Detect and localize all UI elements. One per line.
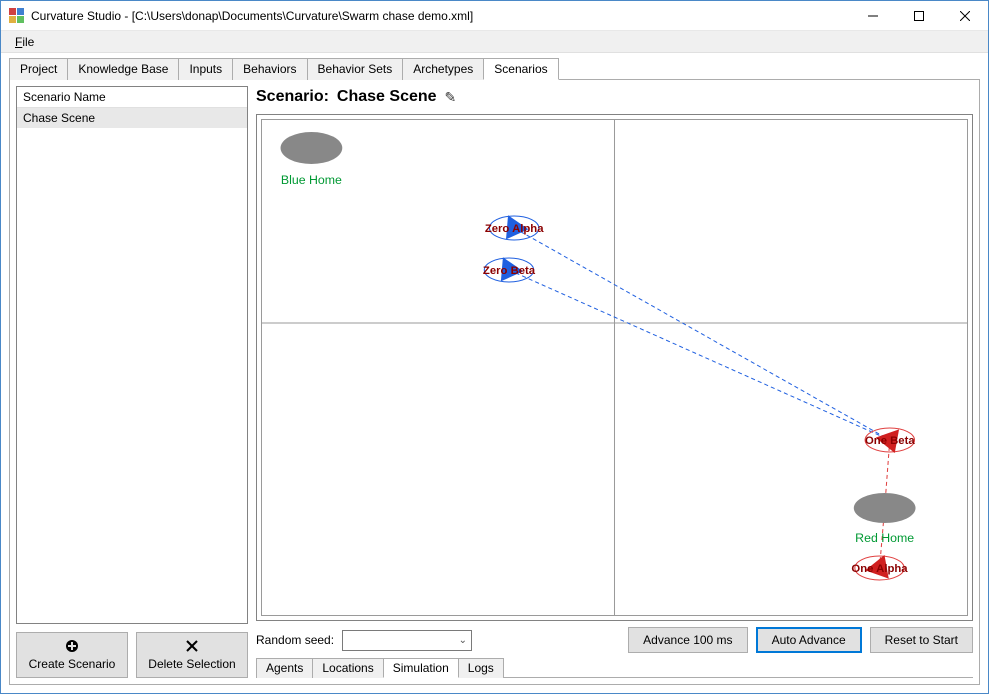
tab-archetypes[interactable]: Archetypes — [402, 58, 484, 80]
sub-tab-logs[interactable]: Logs — [458, 658, 504, 678]
random-seed-label: Random seed: — [256, 633, 334, 647]
agent-label: Zero Alpha — [485, 223, 544, 235]
location-blue-home[interactable] — [281, 132, 343, 164]
list-item[interactable]: Chase Scene — [17, 108, 247, 128]
plus-icon — [65, 639, 79, 656]
app-window: Curvature Studio - [C:\Users\donap\Docum… — [0, 0, 989, 694]
titlebar: Curvature Studio - [C:\Users\donap\Docum… — [1, 1, 988, 31]
reset-button[interactable]: Reset to Start — [870, 627, 973, 653]
edit-icon[interactable]: ✎ — [445, 89, 457, 106]
location-red-home[interactable] — [854, 493, 916, 523]
main-tabs: ProjectKnowledge BaseInputsBehaviorsBeha… — [9, 57, 980, 80]
tab-body: Scenario Name Chase Scene Create Scenari… — [9, 80, 980, 685]
sub-tab-agents[interactable]: Agents — [256, 658, 313, 678]
left-pane: Scenario Name Chase Scene Create Scenari… — [16, 86, 248, 678]
scenario-label: Scenario: — [256, 88, 329, 106]
maximize-button[interactable] — [896, 1, 942, 30]
chevron-down-icon: ⌄ — [459, 635, 467, 646]
tab-behaviors[interactable]: Behaviors — [232, 58, 307, 80]
scenario-title-row: Scenario: Chase Scene ✎ — [256, 86, 973, 114]
create-scenario-label: Create Scenario — [29, 657, 116, 671]
close-button[interactable] — [942, 1, 988, 30]
tab-knowledge-base[interactable]: Knowledge Base — [67, 58, 179, 80]
agent-label: One Beta — [865, 435, 915, 447]
tab-behavior-sets[interactable]: Behavior Sets — [307, 58, 404, 80]
tab-inputs[interactable]: Inputs — [178, 58, 233, 80]
agent-zero-alpha[interactable]: Zero Alpha — [485, 210, 544, 240]
delete-selection-label: Delete Selection — [148, 657, 235, 671]
scenario-list: Scenario Name Chase Scene — [16, 86, 248, 624]
location-label: Red Home — [855, 531, 914, 545]
delete-selection-button[interactable]: Delete Selection — [136, 632, 248, 678]
sub-tab-locations[interactable]: Locations — [312, 658, 383, 678]
window-title: Curvature Studio - [C:\Users\donap\Docum… — [31, 9, 850, 23]
agent-zero-beta[interactable]: Zero Beta — [483, 252, 536, 282]
window-controls — [850, 1, 988, 30]
right-pane: Scenario: Chase Scene ✎ Blue Home Red Hom… — [256, 86, 973, 678]
sidebar-buttons: Create Scenario Delete Selection — [16, 632, 248, 678]
agent-one-alpha[interactable]: One Alpha — [851, 555, 908, 582]
scenario-list-header: Scenario Name — [17, 87, 247, 108]
content-area: ProjectKnowledge BaseInputsBehaviorsBeha… — [1, 53, 988, 693]
app-icon — [9, 8, 25, 24]
random-seed-select[interactable]: ⌄ — [342, 630, 472, 651]
x-icon — [185, 639, 199, 656]
menubar: File — [1, 31, 988, 53]
sub-tabs: AgentsLocationsSimulationLogs — [256, 657, 973, 678]
menu-file[interactable]: File — [7, 33, 42, 51]
advance-label: Advance 100 ms — [643, 633, 732, 647]
advance-button[interactable]: Advance 100 ms — [628, 627, 747, 653]
minimize-button[interactable] — [850, 1, 896, 30]
viewport-frame: Blue Home Red Home Zero Alpha Zero Beta One … — [256, 114, 973, 621]
sub-tab-simulation[interactable]: Simulation — [383, 658, 459, 678]
tab-project[interactable]: Project — [9, 58, 68, 80]
simulation-viewport[interactable]: Blue Home Red Home Zero Alpha Zero Beta One … — [261, 119, 968, 616]
auto-advance-label: Auto Advance — [772, 633, 846, 647]
auto-advance-button[interactable]: Auto Advance — [756, 627, 862, 653]
bottom-controls: Random seed: ⌄ Advance 100 ms Auto Advan… — [256, 621, 973, 655]
location-label: Blue Home — [281, 173, 342, 187]
create-scenario-button[interactable]: Create Scenario — [16, 632, 128, 678]
reset-label: Reset to Start — [885, 633, 958, 647]
agent-label: Zero Beta — [483, 265, 536, 277]
scenario-name: Chase Scene — [337, 88, 437, 106]
agent-label: One Alpha — [851, 563, 908, 575]
tab-scenarios[interactable]: Scenarios — [483, 58, 558, 80]
